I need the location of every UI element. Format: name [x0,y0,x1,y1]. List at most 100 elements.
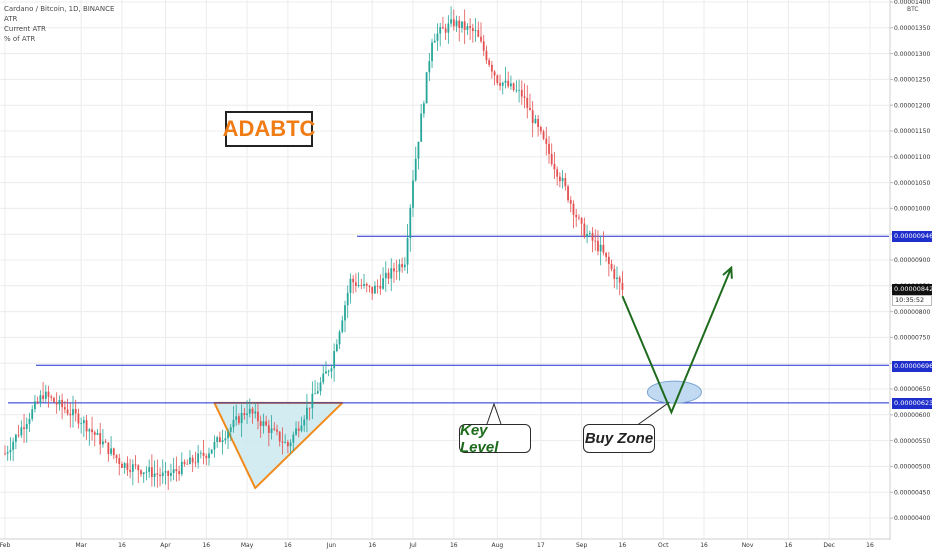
candle-body [28,418,31,424]
candle-body [442,27,444,29]
price-tick-label: 0.00001250 [894,77,930,84]
candle-body [6,452,9,454]
candle-body [121,463,123,468]
candle-body [9,449,12,453]
candle-body [463,21,466,30]
candle-body [306,407,308,420]
candle-body [123,463,126,468]
candle-body [374,285,376,294]
time-tick-label: 16 [785,542,793,549]
candle-body [4,453,6,455]
candle-body [488,60,491,65]
candle-body [93,432,96,435]
candle-body [74,409,77,414]
candle-body [403,264,406,268]
candle-body [553,163,556,170]
candle-body [150,467,153,477]
candle-body [308,407,311,409]
candle-body [25,423,28,429]
candle-body [414,158,417,181]
candle-body [539,127,542,132]
candle-body [218,437,221,443]
candle-body [512,83,515,90]
candle-body [458,20,461,29]
candle-body [382,278,384,289]
candle-body [77,413,80,424]
time-tick-label: Dec [823,542,835,549]
candles [4,6,624,490]
candle-body [482,41,485,51]
candle-body [395,271,398,273]
candle-body [172,469,175,474]
candle-body [507,80,510,87]
candle-body [567,186,569,201]
candle-body [499,83,501,86]
candle-body [254,411,257,414]
candle-body [205,455,208,459]
candle-body [420,113,423,142]
candle-body [417,141,420,159]
candle-body [518,89,520,91]
candle-body [409,207,412,239]
time-tick-label: 16 [866,542,874,549]
candle-body [599,244,602,252]
price-tick-label: 0.00000500 [894,464,930,471]
candle-body [286,442,289,447]
candle-body [235,416,238,420]
candle-body [387,272,390,279]
candle-body [276,429,278,432]
time-tick-label: 16 [619,542,627,549]
time-tick-label: Mar [75,542,87,549]
price-tick-label: 0.00001100 [894,154,930,161]
candle-body [47,391,50,397]
candle-body [14,434,17,442]
candle-body [232,419,235,428]
candle-body [447,23,450,33]
time-tick-label: Apr [160,542,171,549]
candle-body [597,240,599,252]
candle-body [156,473,159,475]
candle-body [371,286,374,294]
time-tick-label: Jun [326,542,337,549]
upper-level-price-tag: 0.00000696 [892,361,932,372]
candle-body [104,441,107,443]
candle-body [354,282,357,286]
price-tick-label: 0.00000400 [894,515,930,522]
time-tick-label: Sep [576,542,588,549]
candle-body [175,469,178,472]
horizontal-levels [8,235,889,427]
time-tick-label: 16 [368,542,376,549]
candle-body [477,30,480,37]
candle-body [363,283,365,286]
key-level-pointer [486,402,502,425]
candle-body [295,428,297,435]
time-tick-label: 16 [450,542,458,549]
candle-body [199,452,202,454]
candle-body [316,391,319,394]
candle-body [61,400,64,408]
price-tick-label: 0.00000750 [894,335,930,342]
candle-body [145,471,148,473]
candle-body [322,373,325,383]
price-tick-label: 0.00001350 [894,25,930,32]
candle-body [251,408,254,414]
candle-body [99,433,102,445]
candle-body [561,178,564,182]
buy-zone-ellipse [646,380,702,404]
candle-body [490,64,493,72]
candle-body [159,474,161,477]
candle-body [534,118,537,124]
candle-body [338,331,341,345]
candle-body [129,469,132,472]
candle-body [229,427,232,432]
candle-body [365,283,368,286]
candle-body [344,305,346,321]
candle-body [569,200,572,204]
candle-body [80,423,83,424]
candle-body [115,455,118,459]
candle-body [390,268,393,279]
countdown-tag: 10:35:52 [892,295,932,306]
candle-body [178,471,180,475]
candle-body [118,458,121,464]
